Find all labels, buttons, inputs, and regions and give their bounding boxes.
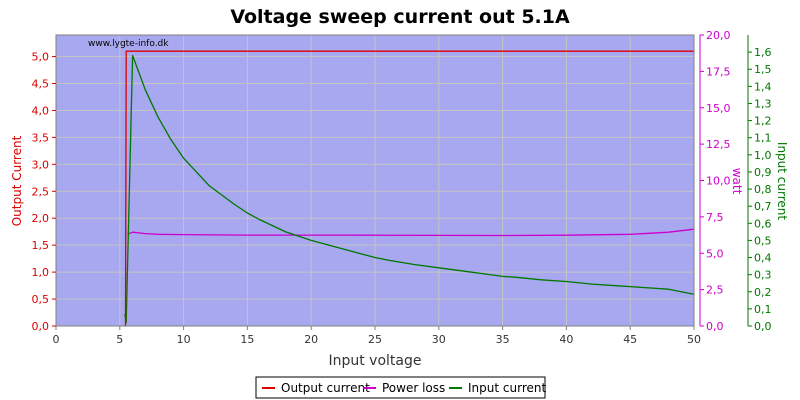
x-tick-label-2: 10 bbox=[177, 333, 191, 346]
y-right2-tick-label-16: 1,6 bbox=[754, 46, 772, 59]
x-tick-label-7: 35 bbox=[496, 333, 510, 346]
y-left-tick-label-4: 2,0 bbox=[32, 212, 50, 225]
x-tick-label-4: 20 bbox=[304, 333, 318, 346]
legend-label-output-current: Output current bbox=[281, 381, 370, 395]
y-right1-tick-label-5: 12,5 bbox=[706, 138, 731, 151]
watermark: www.lygte-info.dk bbox=[88, 39, 169, 49]
y-right1-tick-label-1: 2,5 bbox=[706, 284, 724, 297]
y-right2-tick-label-14: 1,4 bbox=[754, 80, 772, 93]
y-right2-axis-label: Input current bbox=[775, 142, 789, 220]
y-left-tick-label-6: 3,0 bbox=[32, 158, 50, 171]
x-tick-label-5: 25 bbox=[368, 333, 382, 346]
series-line-power-loss bbox=[127, 228, 695, 237]
y-right1-tick-label-8: 20,0 bbox=[706, 29, 731, 42]
legend-label-power-loss: Power loss bbox=[382, 381, 445, 395]
y-right1-axis-label: watt bbox=[730, 168, 744, 195]
y-right1-tick-label-7: 17,5 bbox=[706, 65, 731, 78]
series-line-input-current bbox=[124, 54, 695, 324]
y-right1-tick-label-4: 10,0 bbox=[706, 175, 731, 188]
y-right1-tick-label-6: 15,0 bbox=[706, 102, 731, 115]
y-right2-tick-label-1: 0,1 bbox=[754, 303, 772, 316]
x-tick-label-0: 0 bbox=[53, 333, 60, 346]
y-right1-tick-label-0: 0,0 bbox=[706, 320, 724, 333]
y-right2-tick-label-3: 0,3 bbox=[754, 269, 772, 282]
y-right2-tick-label-10: 1,0 bbox=[754, 149, 772, 162]
y-right2-tick-label-0: 0,0 bbox=[754, 320, 772, 333]
x-tick-label-10: 50 bbox=[687, 333, 701, 346]
x-tick-label-1: 5 bbox=[116, 333, 123, 346]
y-left-axis: 0,0 0,5 1,0 1,5 2,0 2,5 3,0 3,5 4,0 4,5 5,0 bbox=[32, 51, 56, 333]
y-right2-axis: 0,0 0,1 0,2 0,3 0,4 0,5 0,6 0,7 0,8 0,9 1,0 1,1 1,2 1… bbox=[747, 35, 772, 333]
y-left-tick-label-2: 1,0 bbox=[32, 266, 50, 279]
y-right2-tick-label-6: 0,6 bbox=[754, 217, 772, 230]
legend-box bbox=[255, 376, 546, 399]
y-left-tick-label-8: 4,0 bbox=[32, 104, 50, 117]
x-tick-label-3: 15 bbox=[240, 333, 254, 346]
y-left-tick-label-5: 2,5 bbox=[32, 185, 50, 198]
x-tick-label-6: 30 bbox=[432, 333, 446, 346]
legend-label-input-current: Input current bbox=[468, 381, 546, 395]
y-right2-tick-label-8: 0,8 bbox=[754, 183, 772, 196]
y-right2-tick-label-9: 0,9 bbox=[754, 166, 772, 179]
y-left-tick-label-9: 4,5 bbox=[32, 78, 50, 91]
y-left-tick-label-7: 3,5 bbox=[32, 131, 50, 144]
x-tick-label-9: 45 bbox=[623, 333, 637, 346]
y-left-tick-label-3: 1,5 bbox=[32, 239, 50, 252]
x-tick-label-8: 40 bbox=[559, 333, 573, 346]
y-right1-axis: 0,0 2,5 5,0 7,5 10,0 12,5 15,0 17,5 20,0 bbox=[699, 29, 731, 333]
y-left-tick-label-0: 0,0 bbox=[32, 320, 50, 333]
y-right2-tick-label-5: 0,5 bbox=[754, 234, 772, 247]
y-right2-tick-label-4: 0,4 bbox=[754, 252, 772, 265]
y-left-tick-label-10: 5,0 bbox=[32, 51, 50, 64]
y-left-tick-label-1: 0,5 bbox=[32, 293, 50, 306]
y-right2-tick-label-2: 0,2 bbox=[754, 286, 772, 299]
legend: Output current Power loss Input current bbox=[255, 376, 546, 399]
y-left-axis-label: Output Current bbox=[10, 135, 24, 226]
y-right1-tick-label-3: 7,5 bbox=[706, 211, 724, 224]
y-right2-tick-label-12: 1,2 bbox=[754, 115, 772, 128]
x-axis-label: Input voltage bbox=[328, 353, 421, 369]
x-axis: 0 5 10 15 20 25 30 35 40 45 50 bbox=[53, 326, 701, 346]
y-right1-tick-label-2: 5,0 bbox=[706, 247, 724, 260]
chart-title: Voltage sweep current out 5.1A bbox=[230, 6, 570, 28]
y-right2-tick-label-7: 0,7 bbox=[754, 200, 772, 213]
y-right2-tick-label-13: 1,3 bbox=[754, 97, 772, 110]
y-right2-tick-label-11: 1,1 bbox=[754, 132, 772, 145]
y-right2-tick-label-15: 1,5 bbox=[754, 63, 772, 76]
